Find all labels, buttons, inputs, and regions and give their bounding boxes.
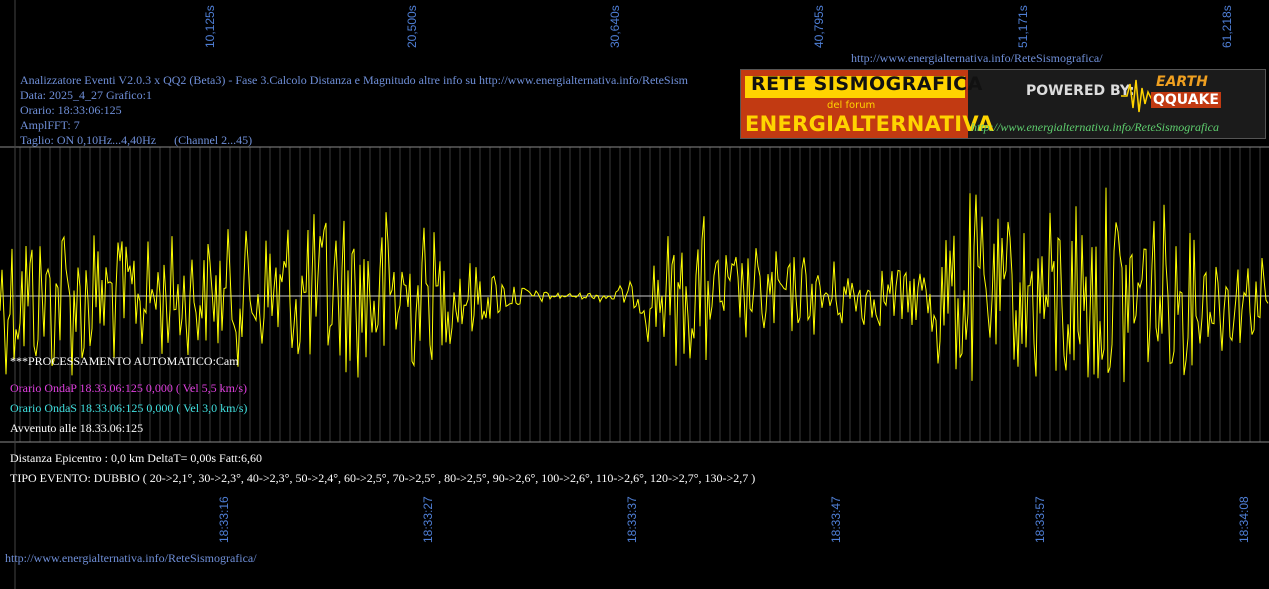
bottom-tick-6: 18:34:08: [1237, 496, 1251, 543]
processing-label: ***PROCESSAMENTO AUTOMATICO:Cam: [10, 354, 239, 368]
bottom-tick-5: 18:33:57: [1033, 496, 1047, 543]
top-tick-1: 10,125s: [203, 5, 217, 48]
header-date: Data: 2025_4_27 Grafico:1: [20, 88, 152, 102]
top-tick-6: 61,218s: [1220, 5, 1234, 48]
logo-title: RETE SISMOGRAFICA: [751, 73, 983, 95]
top-tick-2: 20,500s: [405, 5, 419, 48]
logo-brand-qquake: QQUAKE: [1151, 92, 1221, 108]
logo-forum-name: ENERGIALTERNATIVA: [745, 112, 994, 136]
header-ampl: AmplFFT: 7: [20, 118, 80, 132]
header-filter: Taglio: ON 0,10Hz...4,40Hz (Channel 2...…: [20, 133, 253, 147]
bottom-tick-3: 18:33:37: [625, 496, 639, 543]
header-time: Orario: 18:33:06:125: [20, 103, 122, 117]
ondaS-label: Orario OndaS 18.33.06:125 0,000 ( Vel 3,…: [10, 401, 248, 415]
logo-yellow-band: [745, 76, 965, 98]
logo-brand-earth: EARTH: [1156, 74, 1208, 90]
event-time-label: Avvenuto alle 18.33.06:125: [10, 421, 144, 435]
top-tick-5: 51,171s: [1016, 5, 1030, 48]
top-tick-3: 30,640s: [608, 5, 622, 48]
bottom-tick-2: 18:33:27: [421, 496, 435, 543]
bottom-tick-4: 18:33:47: [829, 496, 843, 543]
logo-subtitle: del forum: [827, 100, 876, 111]
bottom-url-link[interactable]: http://www.energialternativa.info/ReteSi…: [5, 551, 257, 565]
seismic-trace: [0, 187, 1269, 383]
top-tick-4: 40,795s: [812, 5, 826, 48]
logo-powered-by: POWERED BY:: [1026, 83, 1135, 99]
epicenter-distance-label: Distanza Epicentro : 0,0 km DeltaT= 0,00…: [10, 451, 263, 465]
header-title: Analizzatore Eventi V2.0.3 x QQ2 (Beta3)…: [20, 73, 688, 87]
event-type-label: TIPO EVENTO: DUBBIO ( 20->2,1°, 30->2,3°…: [10, 471, 756, 485]
bottom-tick-1: 18:33:16: [217, 496, 231, 543]
grid-lines: [19, 147, 1261, 442]
top-url-link[interactable]: http://www.energialternativa.info/ReteSi…: [851, 51, 1103, 65]
logo-url-link[interactable]: http://www.energialternativa.info/ReteSi…: [971, 120, 1219, 134]
rete-sismografica-logo[interactable]: RETE SISMOGRAFICA del forum ENERGIALTERN…: [740, 69, 1266, 139]
ondaP-label: Orario OndaP 18.33.06:125 0,000 ( Vel 5,…: [10, 381, 247, 395]
